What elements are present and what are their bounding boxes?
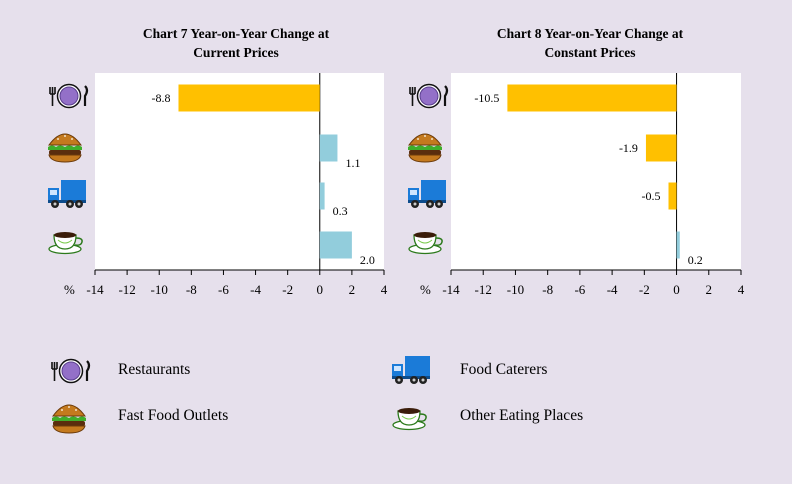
legend-coffee-icon	[392, 407, 427, 431]
x-axis-label: %	[64, 282, 75, 297]
burger-icon	[47, 133, 83, 163]
x-tick-label: 2	[349, 282, 356, 297]
data-label: -10.5	[474, 91, 499, 105]
data-label: -0.5	[642, 189, 661, 203]
x-tick-label: 0	[673, 282, 680, 297]
bar-food-caterers	[668, 182, 677, 210]
x-tick-label: 4	[381, 282, 388, 297]
chart-7-plot: -14 -12 -10 -8 -6 -4 -2 0 2 4% -8.8 1.1 0.3 2.0	[47, 73, 388, 297]
chart-7-title: Chart 7 Year-on-Year Change at Current P…	[142, 26, 330, 60]
truck-icon	[48, 180, 86, 208]
x-tick-label: -14	[86, 282, 104, 297]
legend-label-fast-food-outlets: Fast Food Outlets	[118, 407, 229, 424]
x-tick-label: -10	[507, 282, 524, 297]
coffee-icon	[408, 231, 443, 255]
burger-icon	[407, 133, 443, 163]
coffee-icon	[48, 231, 83, 255]
x-tick-label: -6	[218, 282, 229, 297]
bar-food-caterers	[319, 182, 325, 210]
legend-label-food-caterers: Food Caterers	[460, 361, 548, 378]
x-tick-label: -6	[574, 282, 585, 297]
x-tick-label: -4	[607, 282, 618, 297]
data-label: 2.0	[360, 253, 375, 267]
restaurant-icon	[408, 83, 449, 109]
chart-8-plot: -14 -12 -10 -8 -6 -4 -2 0 2 4% -10.5 -1.9 -0.5 0.2	[407, 73, 745, 297]
legend-truck-icon	[392, 356, 430, 384]
x-tick-label: -12	[118, 282, 135, 297]
data-label: -1.9	[619, 141, 638, 155]
bar-other-eating-places	[676, 231, 680, 259]
truck-icon	[408, 180, 446, 208]
data-label: 0.3	[333, 204, 348, 218]
restaurant-icon	[48, 83, 89, 109]
x-tick-label: -2	[639, 282, 650, 297]
x-tick-label: -10	[151, 282, 168, 297]
x-tick-label: -8	[542, 282, 553, 297]
bar-fast-food-outlets	[319, 134, 338, 162]
legend-burger-icon	[51, 404, 87, 434]
x-tick-label: 4	[738, 282, 745, 297]
bar-restaurants	[178, 84, 320, 112]
x-tick-label: 2	[706, 282, 713, 297]
data-label: -8.8	[151, 91, 170, 105]
data-label: 0.2	[688, 253, 703, 267]
x-axis-label: %	[420, 282, 431, 297]
x-tick-label: -14	[442, 282, 460, 297]
legend-label-other-eating-places: Other Eating Places	[460, 407, 584, 424]
x-tick-label: 0	[317, 282, 324, 297]
legend-restaurant-icon	[50, 358, 91, 384]
x-tick-label: -4	[250, 282, 261, 297]
legend-label-restaurants: Restaurants	[118, 361, 191, 378]
x-tick-label: -12	[475, 282, 492, 297]
chart-8-title: Chart 8 Year-on-Year Change at Constant …	[496, 26, 684, 60]
bar-other-eating-places	[319, 231, 352, 259]
x-tick-label: -2	[282, 282, 293, 297]
data-label: 1.1	[345, 156, 360, 170]
x-tick-label: -8	[186, 282, 197, 297]
bar-fast-food-outlets	[645, 134, 677, 162]
bar-restaurants	[507, 84, 677, 112]
